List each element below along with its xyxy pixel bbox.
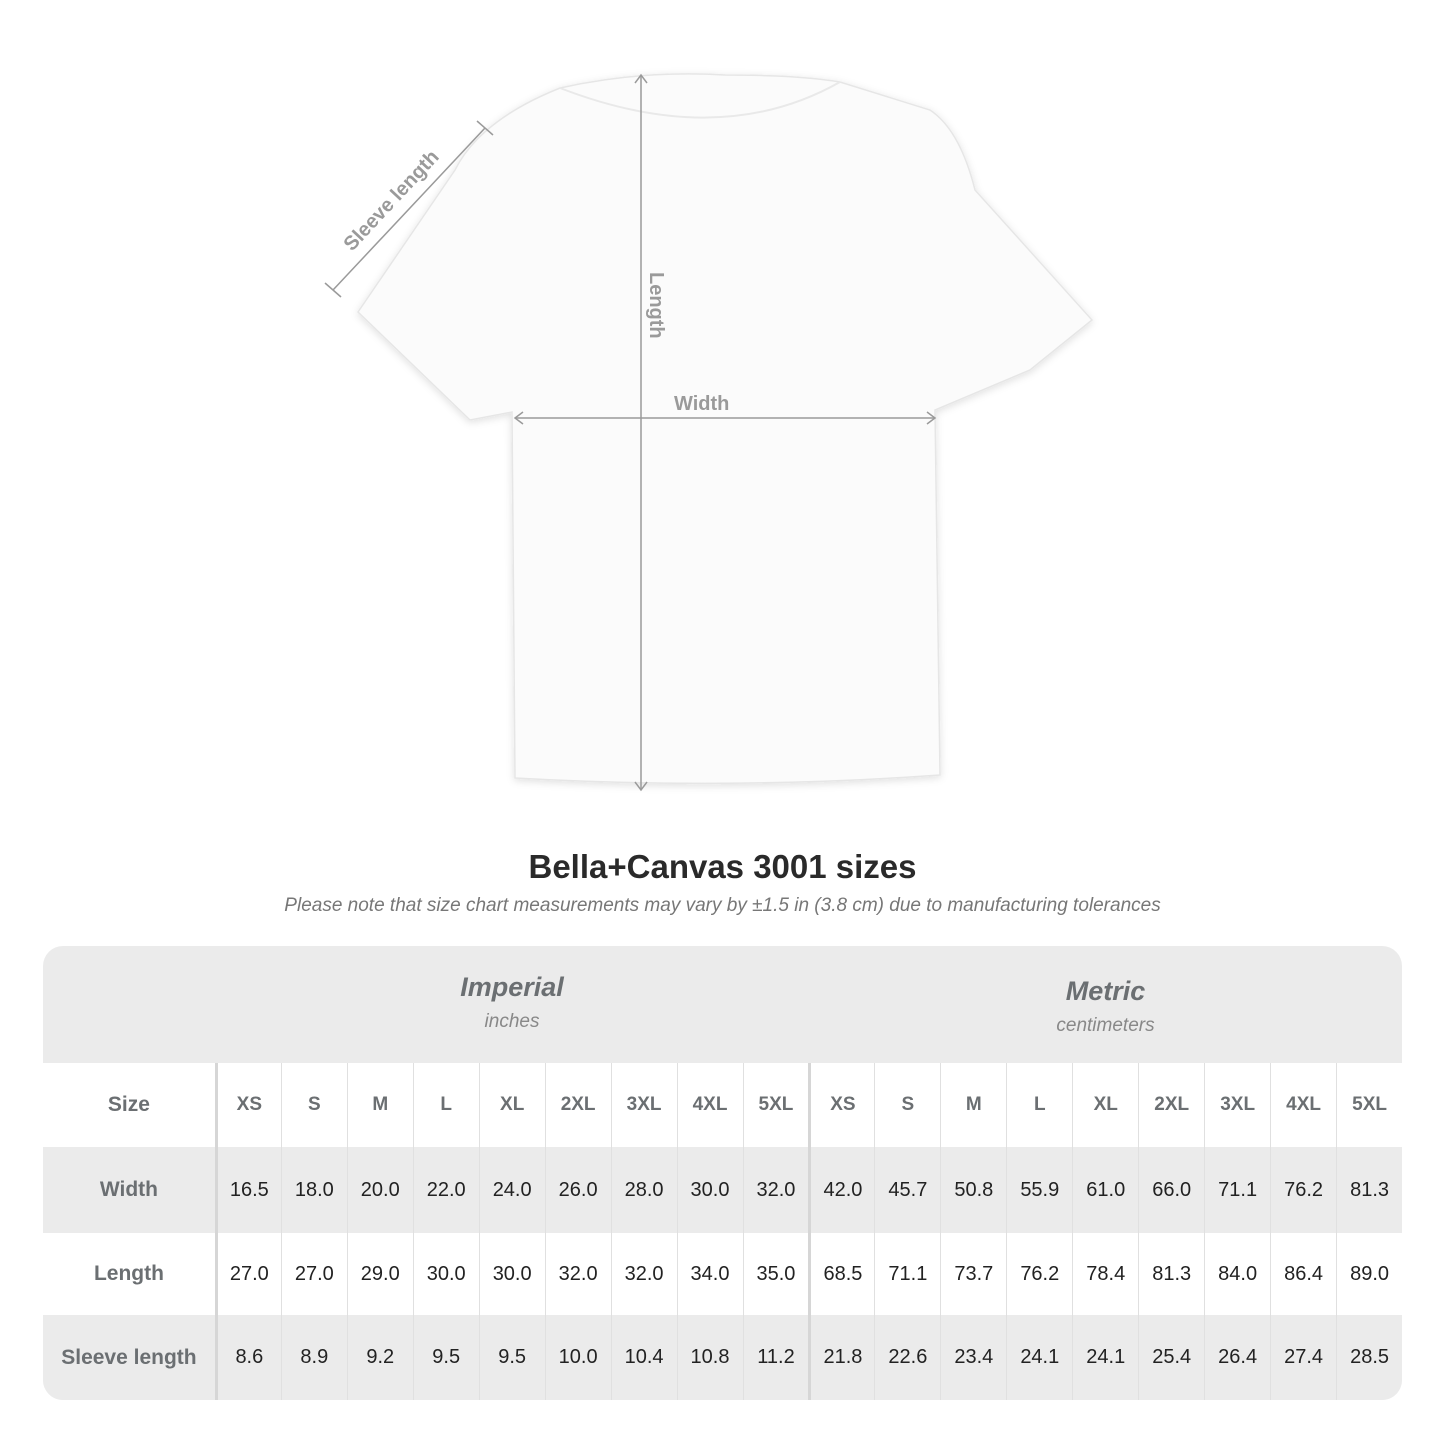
table-cell: 68.5 (808, 1233, 874, 1315)
table-cell: 55.9 (1006, 1147, 1072, 1233)
tshirt-diagram: Sleeve length Length Width (324, 73, 1094, 792)
collar (559, 81, 841, 119)
table-cell: 20.0 (346, 1147, 413, 1233)
size-header-cell: L (412, 1063, 479, 1147)
imperial-subtitle: inches (484, 1011, 540, 1032)
table-cell: 27.4 (1270, 1315, 1336, 1400)
table-cell: 81.3 (1138, 1233, 1204, 1315)
table-cell: 26.0 (544, 1147, 611, 1233)
table-cell: 34.0 (676, 1233, 743, 1315)
sleeve-line (332, 127, 486, 291)
size-header-cell: L (1006, 1063, 1072, 1147)
table-cell: 9.5 (412, 1315, 479, 1400)
size-header-cell: 4XL (676, 1063, 743, 1147)
size-header-cell: 5XL (1336, 1063, 1402, 1147)
size-header-cell: 2XL (1138, 1063, 1204, 1147)
imperial-header: Imperial inches (215, 946, 809, 1063)
length-label: Length (645, 272, 667, 339)
table-row: Length 27.0 27.0 29.0 30.0 30.0 32.0 32.0 34.0 35… (43, 1233, 1402, 1315)
size-header-cell: XS (808, 1063, 874, 1147)
size-header-cell: M (346, 1063, 413, 1147)
table-cell: 32.0 (544, 1233, 611, 1315)
table-cell: 61.0 (1072, 1147, 1138, 1233)
width-label: Width (674, 393, 729, 415)
size-header-cell: 3XL (610, 1063, 677, 1147)
size-header-cell: XL (478, 1063, 545, 1147)
table-cell: 86.4 (1270, 1233, 1336, 1315)
table-cell: 16.5 (214, 1147, 281, 1233)
row-label: Sleeve length (61, 1345, 197, 1369)
tolerance-note: Please note that size chart measurements… (284, 895, 1161, 916)
table-cell: 30.0 (478, 1233, 545, 1315)
row-label: Length (93, 1262, 164, 1285)
table-cell: 28.0 (610, 1147, 677, 1233)
table-cell: 23.4 (940, 1315, 1006, 1400)
table-cell: 10.0 (544, 1315, 611, 1400)
table-cell: 30.0 (676, 1147, 743, 1233)
table-cell: 89.0 (1336, 1233, 1402, 1315)
table-cell: 22.0 (412, 1147, 479, 1233)
metric-subtitle: centimeters (1056, 1015, 1155, 1036)
table-cell: 26.4 (1204, 1315, 1270, 1400)
size-header-cell: 4XL (1270, 1063, 1336, 1147)
size-header-cell: 3XL (1204, 1063, 1270, 1147)
table-cell: 25.4 (1138, 1315, 1204, 1400)
table-cell: 21.8 (808, 1315, 874, 1400)
table-cell: 73.7 (940, 1233, 1006, 1315)
table-cell: 71.1 (874, 1233, 940, 1315)
size-table: Imperial inches Metric centimeters Size X… (43, 946, 1402, 1400)
table-cell: 81.3 (1336, 1147, 1402, 1233)
table-cell: 32.0 (610, 1233, 677, 1315)
table-cell: 22.6 (874, 1315, 940, 1400)
size-header-cell: 2XL (544, 1063, 611, 1147)
table-cell: 78.4 (1072, 1233, 1138, 1315)
table-row: Sleeve length 8.6 8.9 9.2 9.5 9.5 10.0 10.4 10.8… (43, 1315, 1402, 1400)
table-cell: 76.2 (1006, 1233, 1072, 1315)
table-cell: 76.2 (1270, 1147, 1336, 1233)
size-header-cell: XS (214, 1063, 281, 1147)
table-cell: 11.2 (742, 1315, 809, 1400)
table-cell: 10.4 (610, 1315, 677, 1400)
table-cell: 8.9 (280, 1315, 347, 1400)
size-header-cell: S (280, 1063, 347, 1147)
table-cell: 18.0 (280, 1147, 347, 1233)
table-cell: 32.0 (742, 1147, 809, 1233)
table-cell: 29.0 (346, 1233, 413, 1315)
size-header-cell: 5XL (742, 1063, 809, 1147)
table-cell: 45.7 (874, 1147, 940, 1233)
size-header-cell: S (874, 1063, 940, 1147)
size-header-row: Size XS S M L XL 2XL 3XL 4XL 5XL XS S M L XL 2XL 3XL 4XL 5… (43, 1063, 1402, 1147)
metric-title: Metric (1065, 976, 1146, 1006)
table-cell: 27.0 (280, 1233, 347, 1315)
table-cell: 24.1 (1072, 1315, 1138, 1400)
size-header-cell: XL (1072, 1063, 1138, 1147)
table-cell: 27.0 (214, 1233, 281, 1315)
row-label: Size (107, 1093, 150, 1116)
table-cell: 24.1 (1006, 1315, 1072, 1400)
table-cell: 84.0 (1204, 1233, 1270, 1315)
row-label: Width (99, 1178, 158, 1201)
table-cell: 9.2 (346, 1315, 413, 1400)
size-header-cell: M (940, 1063, 1006, 1147)
chart-title: Bella+Canvas 3001 sizes (528, 848, 917, 885)
metric-header: Metric centimeters (809, 946, 1402, 1063)
table-cell: 24.0 (478, 1147, 545, 1233)
table-cell: 66.0 (1138, 1147, 1204, 1233)
table-cell: 9.5 (478, 1315, 545, 1400)
table-cell: 71.1 (1204, 1147, 1270, 1233)
table-row: Width 16.5 18.0 20.0 22.0 24.0 26.0 28.0 30.0 32.… (43, 1147, 1402, 1233)
table-cell: 30.0 (412, 1233, 479, 1315)
table-cell: 50.8 (940, 1147, 1006, 1233)
table-cell: 10.8 (676, 1315, 743, 1400)
table-cell: 28.5 (1336, 1315, 1402, 1400)
table-cell: 8.6 (214, 1315, 281, 1400)
imperial-title: Imperial (460, 972, 564, 1002)
table-cell: 42.0 (808, 1147, 874, 1233)
tshirt-shape (357, 73, 1094, 785)
table-cell: 35.0 (742, 1233, 809, 1315)
